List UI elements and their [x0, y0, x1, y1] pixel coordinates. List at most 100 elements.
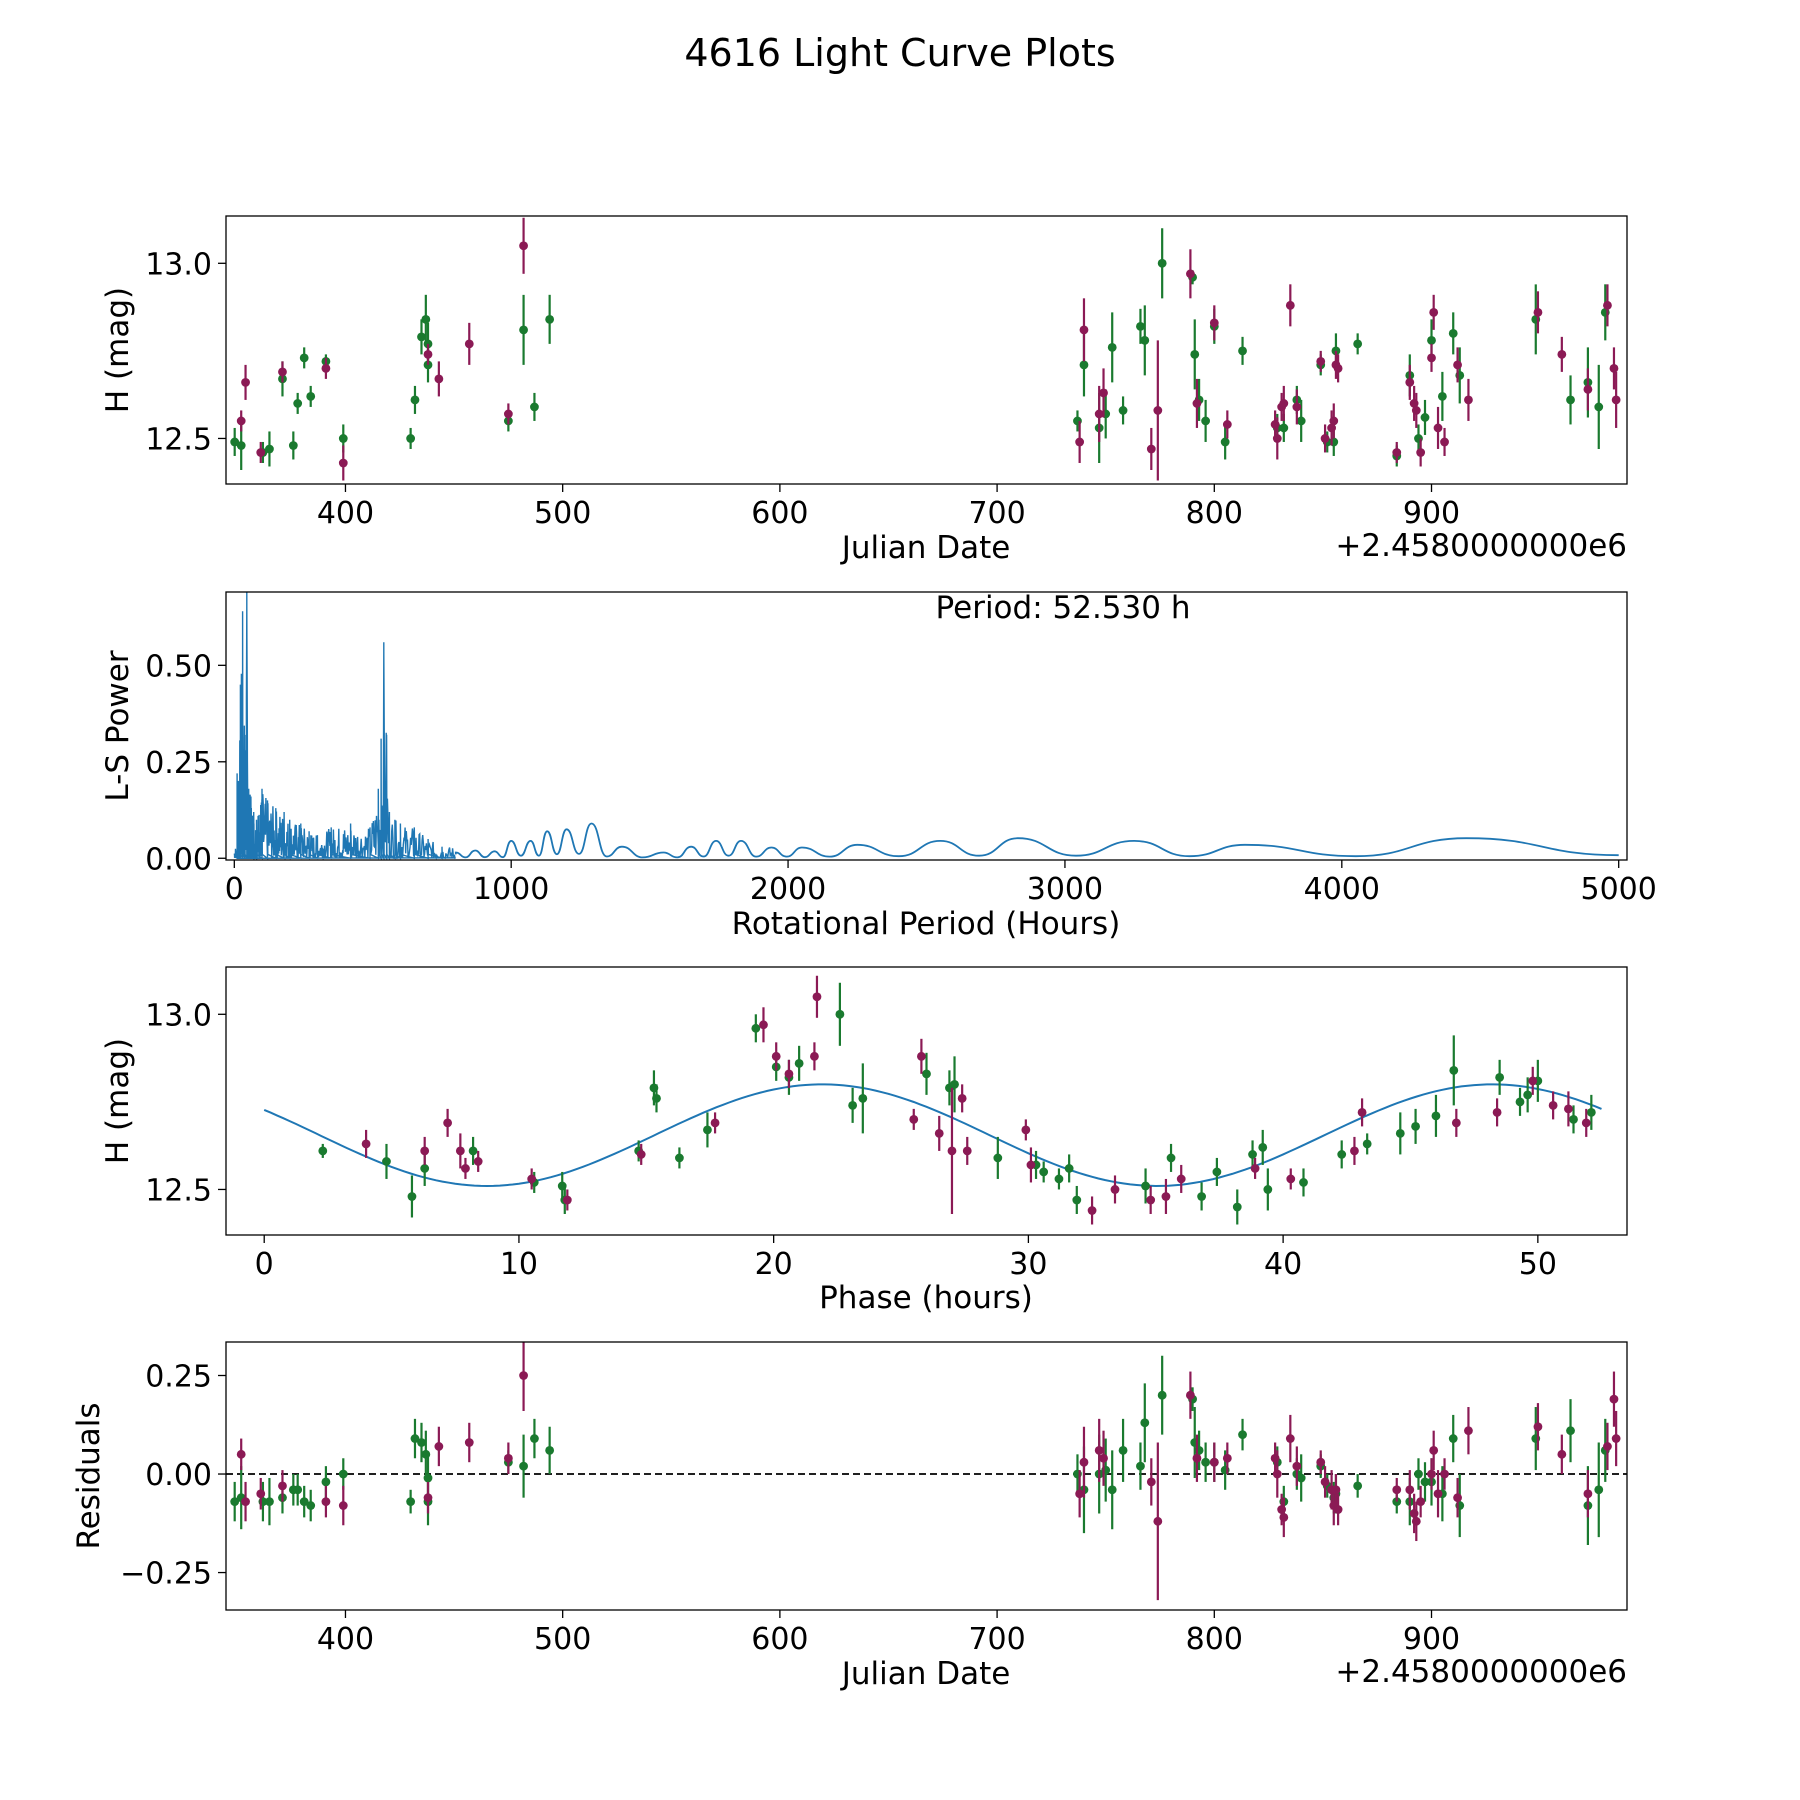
lightcurve-point-purple [1603, 284, 1612, 327]
residuals-point-purple [1603, 1422, 1612, 1471]
periodogram-ytick-label: 0.25 [145, 746, 212, 781]
lightcurve-point-green [293, 392, 303, 414]
residuals-point-purple [241, 1481, 250, 1522]
residuals-point-green [1201, 1442, 1211, 1482]
phased-point-purple [361, 1129, 371, 1158]
lightcurve-point-purple [1094, 385, 1104, 442]
residuals-point-green [1414, 1458, 1423, 1490]
lightcurve-point-purple [1146, 427, 1156, 470]
lightcurve-xtick-label: 900 [1403, 496, 1460, 531]
lightcurve-point-purple [1611, 371, 1621, 428]
phased-axes: 0 10 20 30 40 50 12.5 13.0 [145, 998, 1557, 1282]
periodogram-plot-area [233, 592, 1619, 860]
lightcurve-point-green [406, 427, 416, 449]
residuals-point-purple [1316, 1450, 1326, 1475]
phased-point-purple [443, 1108, 453, 1137]
panel-lightcurve: 400 500 600 700 800 900 12.5 13.0 Julian Date +… [100, 215, 1628, 566]
periodogram-smooth-line [454, 822, 1619, 859]
lightcurve-point-green [519, 294, 528, 365]
phased-point-purple [562, 1189, 572, 1211]
phased-point-green [1337, 1140, 1347, 1169]
lightcurve-point-green [1353, 333, 1363, 355]
residuals-point-green [293, 1474, 303, 1506]
residuals-xtick-label: 600 [751, 1622, 808, 1657]
lightcurve-point-purple [1099, 368, 1108, 418]
phased-point-green [835, 982, 845, 1046]
residuals-point-green [1420, 1462, 1430, 1502]
lightcurve-point-green [1107, 312, 1117, 383]
phased-xtick-label: 40 [1264, 1247, 1302, 1282]
phased-point-green [751, 1014, 761, 1043]
lightcurve-point-purple [1392, 441, 1402, 463]
residuals-point-purple [519, 1342, 528, 1411]
lightcurve-point-purple [1411, 392, 1421, 428]
residuals-point-purple [1186, 1371, 1195, 1419]
lightcurve-point-purple [1583, 368, 1593, 411]
residuals-point-purple [1609, 1371, 1619, 1427]
residuals-point-purple [1533, 1403, 1543, 1451]
periodogram-xtick-label: 3000 [1027, 872, 1103, 907]
phased-point-purple [784, 1059, 794, 1088]
lightcurve-point-purple [278, 361, 287, 383]
phased-point-green [1362, 1133, 1372, 1155]
phased-point-green [1141, 1168, 1150, 1204]
residuals-point-purple [338, 1485, 348, 1526]
lightcurve-point-purple [464, 322, 474, 365]
phased-point-purple [455, 1133, 465, 1169]
lightcurve-point-purple [1192, 378, 1202, 428]
residuals-point-green [306, 1489, 316, 1522]
lightcurve-point-purple [236, 410, 246, 432]
phased-point-green [1064, 1154, 1074, 1183]
residuals-point-purple [1320, 1466, 1330, 1498]
periodogram-xtick-label: 2000 [750, 872, 826, 907]
lightcurve-xtick-label: 600 [751, 496, 808, 531]
phased-ytick-label: 12.5 [145, 1173, 212, 1208]
lightcurve-xtick-label: 800 [1186, 496, 1243, 531]
lightcurve-ytick-label: 13.0 [145, 247, 212, 282]
residuals-point-purple [1146, 1458, 1156, 1506]
phased-point-purple [957, 1084, 967, 1113]
phased-point-purple [759, 1007, 768, 1043]
periodogram-xlabel: Rotational Period (Hours) [732, 906, 1121, 942]
lightcurve-point-purple [1427, 343, 1436, 372]
lightcurve-point-purple [321, 357, 331, 379]
residuals-point-purple [1209, 1442, 1219, 1482]
residuals-point-green [417, 1422, 426, 1463]
residuals-xtick-label: 400 [317, 1622, 374, 1657]
phased-point-green [1072, 1185, 1082, 1214]
lightcurve-point-purple [1333, 354, 1343, 383]
lightcurve-point-purple [1329, 403, 1339, 439]
lightcurve-point-purple [1416, 438, 1426, 467]
residuals-offset-label: +2.4580000000e6 [1335, 1654, 1627, 1690]
periodogram-frame [225, 591, 1628, 861]
lightcurve-point-purple [1222, 410, 1232, 439]
residuals-point-purple [1405, 1470, 1415, 1510]
lightcurve-point-purple [1316, 350, 1326, 372]
residuals-xlabel: Julian Date [840, 1656, 1011, 1692]
lightcurve-xtick-label: 500 [534, 496, 591, 531]
residuals-ytick-label: 0.00 [145, 1458, 212, 1493]
residuals-point-green [1353, 1474, 1363, 1498]
residuals-frame [225, 1341, 1628, 1611]
phased-point-green [1054, 1168, 1064, 1190]
lightcurve-point-green [306, 385, 316, 407]
residuals-point-green [545, 1426, 555, 1475]
residuals-plot-area [226, 1342, 1627, 1601]
lightcurve-point-green [410, 385, 420, 414]
residuals-point-green [265, 1477, 274, 1526]
residuals-point-purple [1331, 1474, 1341, 1506]
phased-point-purple [1176, 1164, 1186, 1193]
phased-point-purple [1564, 1091, 1573, 1127]
phased-point-purple [947, 1087, 957, 1214]
periodogram-xtick-label: 0 [225, 872, 244, 907]
residuals-point-green [1136, 1442, 1145, 1490]
phased-point-green [1166, 1143, 1176, 1172]
phased-point-green [407, 1175, 417, 1218]
lightcurve-point-green [1566, 375, 1575, 425]
residuals-point-purple [434, 1426, 444, 1467]
residuals-point-green [410, 1418, 420, 1459]
residuals-point-purple [1222, 1442, 1232, 1475]
phased-point-purple [473, 1150, 483, 1172]
residuals-ytick-label: −0.25 [120, 1557, 212, 1592]
